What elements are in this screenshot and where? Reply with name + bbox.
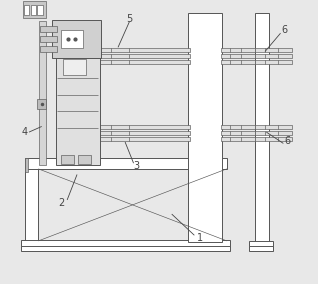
Bar [93,60,190,64]
Bar [25,158,227,169]
Text: 3: 3 [133,161,140,171]
Text: 4: 4 [22,127,28,137]
Bar [249,241,273,247]
Bar [221,60,255,64]
Text: 2: 2 [59,198,65,208]
Bar [255,131,292,135]
Bar [93,137,190,141]
Bar [93,131,190,135]
Bar [61,155,74,164]
Bar [255,137,292,141]
Bar [188,13,222,242]
Bar [221,125,255,129]
Bar [93,54,190,58]
Bar [255,54,292,58]
Bar [25,158,28,172]
Text: 6: 6 [282,25,288,36]
Bar [23,1,46,18]
Bar [254,13,269,242]
Bar [79,155,91,164]
Bar [21,246,230,251]
Bar [38,5,43,15]
Bar [255,48,292,52]
Bar [61,30,83,48]
Bar [21,240,230,247]
Bar [24,5,29,15]
Bar [52,20,101,58]
Bar [255,125,292,129]
Bar [25,169,38,242]
Bar [40,36,57,42]
Bar [39,21,46,165]
Text: 6: 6 [285,135,291,146]
Bar [31,5,36,15]
Bar [56,21,100,165]
Bar [40,46,57,52]
Bar [221,137,255,141]
Bar [249,246,273,251]
Bar [38,99,46,109]
Bar [40,26,57,32]
Bar [221,131,255,135]
Bar [63,59,86,75]
Bar [221,48,255,52]
Text: 1: 1 [197,233,203,243]
Bar [255,60,292,64]
Bar [93,48,190,52]
Bar [93,125,190,129]
Bar [221,54,255,58]
Text: 5: 5 [126,14,133,24]
